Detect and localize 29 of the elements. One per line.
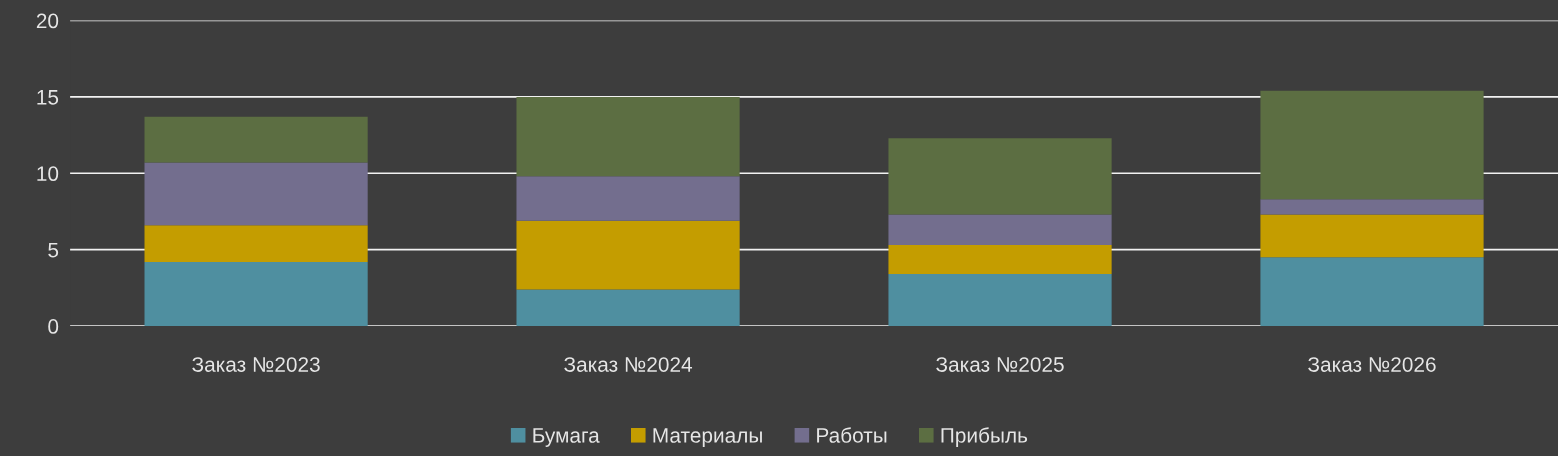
legend-label: Работы	[817, 427, 887, 443]
y-tick-label: 20	[36, 13, 59, 29]
y-tick-label: 0	[48, 319, 59, 334]
bar	[1260, 199, 1484, 215]
x-tick-label: Заказ №2026	[1308, 357, 1436, 372]
bar	[144, 162, 368, 226]
y-tick-label: 15	[37, 90, 59, 105]
bar	[888, 138, 1112, 215]
y-tick-label: 5	[48, 242, 59, 258]
bar	[1260, 90, 1484, 200]
bar	[516, 96, 740, 177]
y-tick-label: 10	[37, 166, 59, 182]
legend-label: Материалы	[653, 428, 762, 447]
bar	[1260, 257, 1484, 327]
bar	[516, 289, 740, 327]
x-tick-label: Заказ №2024	[564, 357, 693, 372]
bar	[888, 274, 1112, 327]
x-tick-label: Заказ №2023	[192, 357, 320, 372]
bar	[516, 220, 740, 290]
bar	[144, 261, 368, 327]
legend-label: Бумага	[533, 428, 600, 447]
legend-label: Прибыль	[941, 427, 1028, 447]
bar	[888, 245, 1112, 275]
bar	[144, 225, 368, 262]
bar	[516, 176, 740, 221]
bar	[1260, 214, 1484, 258]
bar	[144, 116, 368, 163]
bar	[888, 214, 1112, 246]
x-tick-label: Заказ №2025	[936, 357, 1064, 372]
